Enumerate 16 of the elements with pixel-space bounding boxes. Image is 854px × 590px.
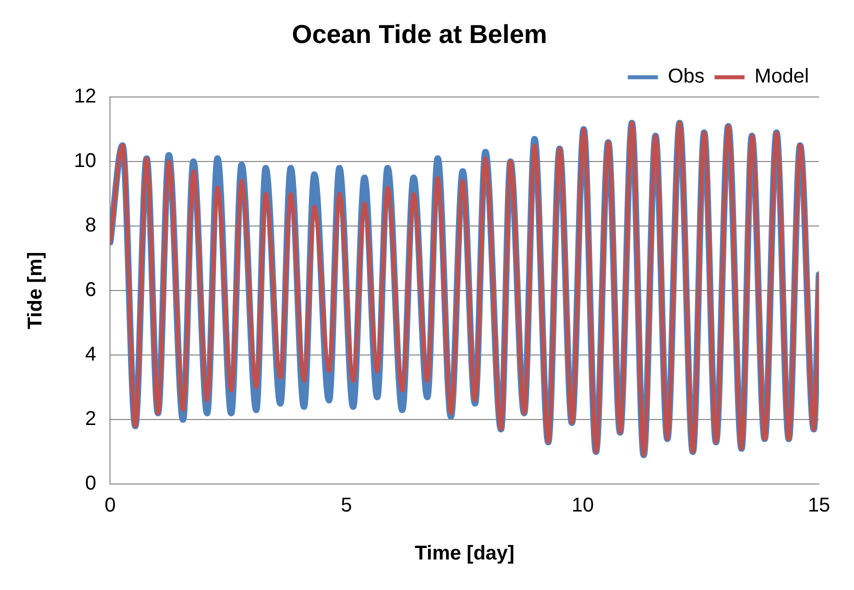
x-axis-title: Time [day] bbox=[414, 542, 514, 565]
x-tick-label: 5 bbox=[340, 494, 352, 517]
y-tick-label: 8 bbox=[85, 214, 96, 237]
y-tick-label: 10 bbox=[74, 150, 96, 172]
y-tick-label: 2 bbox=[85, 408, 96, 430]
chart-title: Ocean Tide at Belem bbox=[292, 18, 548, 49]
x-tick-label: 0 bbox=[104, 494, 116, 517]
legend-label: Model bbox=[754, 66, 810, 88]
x-tick-label: 10 bbox=[572, 494, 594, 517]
y-axis-title: Tide [m] bbox=[24, 252, 47, 330]
legend-label: Obs bbox=[668, 66, 705, 88]
y-tick-label: 0 bbox=[85, 472, 96, 495]
y-tick-label: 4 bbox=[85, 344, 96, 366]
y-tick-label: 6 bbox=[85, 279, 96, 302]
y-tick-label: 12 bbox=[74, 86, 96, 108]
x-tick-label: 15 bbox=[808, 494, 830, 517]
